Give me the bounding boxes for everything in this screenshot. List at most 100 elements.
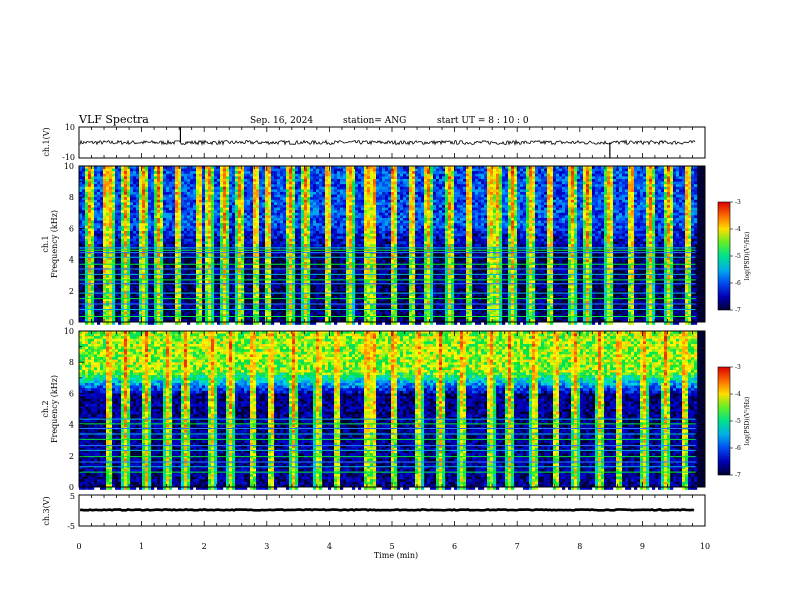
spectrogram-cell	[289, 205, 292, 208]
spectrogram-cell	[100, 195, 103, 198]
spectrogram-cell	[313, 265, 316, 268]
spectrogram-cell	[277, 195, 280, 198]
spectrogram-cell	[112, 226, 115, 229]
spectrogram-cell	[289, 293, 292, 296]
spectrogram-cell	[157, 265, 160, 268]
spectrogram-cell	[241, 244, 244, 247]
spectrogram-cell	[271, 184, 274, 187]
spectrogram-cell	[88, 231, 91, 234]
spectrogram-cell	[256, 169, 259, 172]
spectrogram-cell	[190, 234, 193, 237]
spectrogram-cell	[268, 215, 271, 218]
spectrogram-cell	[139, 202, 142, 205]
spectrogram-cell	[349, 208, 352, 211]
spectrogram-cell	[160, 236, 163, 239]
spectrogram-cell	[181, 179, 184, 182]
spectrogram-cell	[277, 171, 280, 174]
spectrogram-cell	[169, 169, 172, 172]
spectrogram-cell	[205, 200, 208, 203]
spectrogram-cell	[175, 239, 178, 242]
spectrogram-cell	[268, 234, 271, 237]
spectrogram-cell	[283, 241, 286, 244]
spectrogram-cell	[190, 236, 193, 239]
spectrogram-cell	[169, 182, 172, 185]
spectrogram-cell	[175, 189, 178, 192]
spectrogram-cell	[196, 195, 199, 198]
spectrogram-cell	[82, 236, 85, 239]
spectrogram-cell	[325, 239, 328, 242]
spectrogram-cell	[142, 179, 145, 182]
spectrogram-cell	[235, 234, 238, 237]
spectrogram-cell	[238, 312, 241, 315]
spectrogram-cell	[184, 210, 187, 213]
spectrogram-cell	[106, 205, 109, 208]
spectrogram-cell	[280, 205, 283, 208]
spectrogram-cell	[337, 174, 340, 177]
spectrogram-cell	[247, 260, 250, 263]
spectrogram-cell	[142, 218, 145, 221]
spectrogram-cell	[346, 270, 349, 273]
spectrogram-cell	[160, 306, 163, 309]
spectrogram-cell	[136, 169, 139, 172]
spectrogram-cell	[247, 208, 250, 211]
spectrogram-cell	[334, 205, 337, 208]
spectrogram-cell	[313, 234, 316, 237]
spectrogram-cell	[325, 182, 328, 185]
spectrogram-cell	[94, 215, 97, 218]
spectrogram-cell	[259, 228, 262, 231]
spectrogram-cell	[88, 275, 91, 278]
spectrogram-cell	[217, 221, 220, 224]
spectrogram-cell	[157, 202, 160, 205]
spectrogram-cell	[187, 226, 190, 229]
spectrogram-cell	[244, 182, 247, 185]
spectrogram-cell	[226, 317, 229, 320]
spectrogram-cell	[226, 265, 229, 268]
spectrogram-cell	[199, 275, 202, 278]
spectrogram-cell	[184, 236, 187, 239]
spectrogram-cell	[112, 231, 115, 234]
spectrogram-cell	[346, 192, 349, 195]
spectrogram-cell	[82, 231, 85, 234]
spectrogram-cell	[130, 231, 133, 234]
spectrogram-cell	[85, 260, 88, 263]
spectrogram-cell	[112, 171, 115, 174]
spectrogram-cell	[343, 280, 346, 283]
spectrogram-cell	[301, 179, 304, 182]
spectrogram-cell	[181, 306, 184, 309]
spectrogram-cell	[163, 210, 166, 213]
spectrogram-cell	[280, 218, 283, 221]
spectrogram-cell	[190, 189, 193, 192]
spectrogram-cell	[178, 189, 181, 192]
spectrogram-cell	[157, 306, 160, 309]
spectrogram-cell	[223, 280, 226, 283]
spectrogram-cell	[319, 236, 322, 239]
spectrogram-cell	[283, 182, 286, 185]
spectrogram-cell	[298, 182, 301, 185]
spectrogram-cell	[214, 228, 217, 231]
spectrogram-cell	[121, 171, 124, 174]
spectrogram-cell	[262, 182, 265, 185]
spectrogram-cell	[199, 241, 202, 244]
spectrogram-cell	[223, 171, 226, 174]
spectrogram-cell	[271, 174, 274, 177]
spectrogram-cell	[109, 192, 112, 195]
spectrogram-cell	[97, 200, 100, 203]
spectrogram-cell	[127, 179, 130, 182]
spectrogram-cell	[124, 317, 127, 320]
spectrogram-cell	[253, 210, 256, 213]
spectrogram-cell	[316, 174, 319, 177]
spectrogram-cell	[352, 187, 355, 190]
spectrogram-cell	[211, 215, 214, 218]
spectrogram-cell	[223, 210, 226, 213]
spectrogram-cell	[94, 223, 97, 226]
spectrogram-cell	[295, 288, 298, 291]
spectrogram-cell	[121, 265, 124, 268]
spectrogram-cell	[325, 189, 328, 192]
spectrogram-cell	[91, 275, 94, 278]
spectrogram-cell	[220, 182, 223, 185]
spectrogram-cell	[202, 270, 205, 273]
spectrogram-cell	[241, 202, 244, 205]
spectrogram-cell	[160, 231, 163, 234]
spectrogram-cell	[349, 192, 352, 195]
spectrogram-cell	[139, 223, 142, 226]
